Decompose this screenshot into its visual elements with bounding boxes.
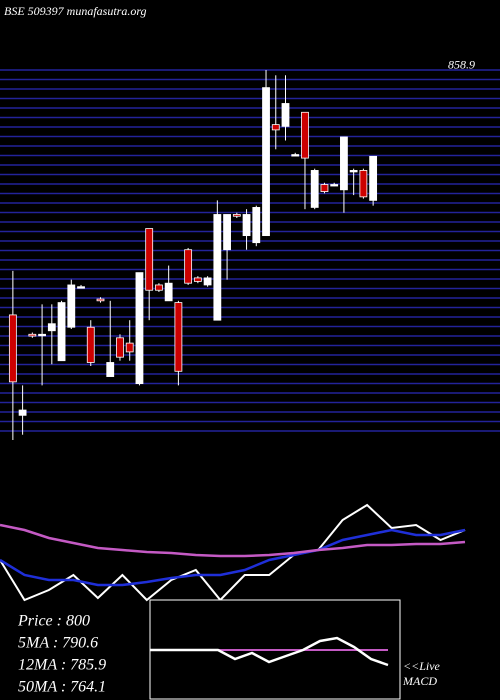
series-line xyxy=(150,636,389,667)
candle-body xyxy=(310,170,319,208)
candle-body xyxy=(232,214,241,217)
candle-body xyxy=(359,170,368,198)
candle-body xyxy=(281,103,290,127)
candle-body xyxy=(193,277,202,282)
candle-body xyxy=(28,333,37,337)
candle-body xyxy=(369,155,378,201)
candle-body xyxy=(330,184,339,187)
info-label: Price : 800 xyxy=(17,613,90,630)
candle-body xyxy=(125,342,134,353)
candle-body xyxy=(174,302,183,372)
candle-body xyxy=(164,282,173,302)
candle-body xyxy=(38,333,46,337)
candle-body xyxy=(340,136,348,191)
info-label: 5MA : 790.6 xyxy=(18,635,98,652)
candle-body xyxy=(96,298,105,302)
candle-body xyxy=(213,214,222,321)
candle-body xyxy=(271,124,280,131)
macd-label: <<Live xyxy=(403,659,441,673)
candle-body xyxy=(135,272,144,385)
candle-body xyxy=(184,249,193,284)
candle-body xyxy=(145,228,154,291)
candle-body xyxy=(320,184,329,192)
candle-body xyxy=(242,214,251,237)
candle-body xyxy=(155,284,163,291)
candle-body xyxy=(223,214,231,251)
candle-body xyxy=(57,302,66,362)
series-line xyxy=(0,523,466,558)
candle-body xyxy=(203,277,212,286)
candle-body xyxy=(291,154,300,157)
candle-body xyxy=(77,286,85,289)
candle-body xyxy=(67,284,76,328)
candle-body xyxy=(116,337,124,358)
candle-body xyxy=(349,170,358,173)
candle-body xyxy=(301,111,309,159)
candle-body xyxy=(262,87,270,237)
info-label: 50MA : 764.1 xyxy=(18,679,106,696)
macd-label: MACD xyxy=(402,674,437,688)
candle-body xyxy=(8,314,17,383)
candle-body xyxy=(106,362,115,377)
candle-body xyxy=(18,409,27,416)
chart-title: BSE 509397 munafasutra.org xyxy=(4,4,147,18)
series-line xyxy=(0,528,466,587)
series-line xyxy=(0,503,466,602)
y-tick-label: 858.9 xyxy=(448,58,475,72)
candle-body xyxy=(86,326,95,363)
candle-body xyxy=(47,323,56,332)
info-label: 12MA : 785.9 xyxy=(18,657,106,674)
candle-body xyxy=(252,207,261,244)
